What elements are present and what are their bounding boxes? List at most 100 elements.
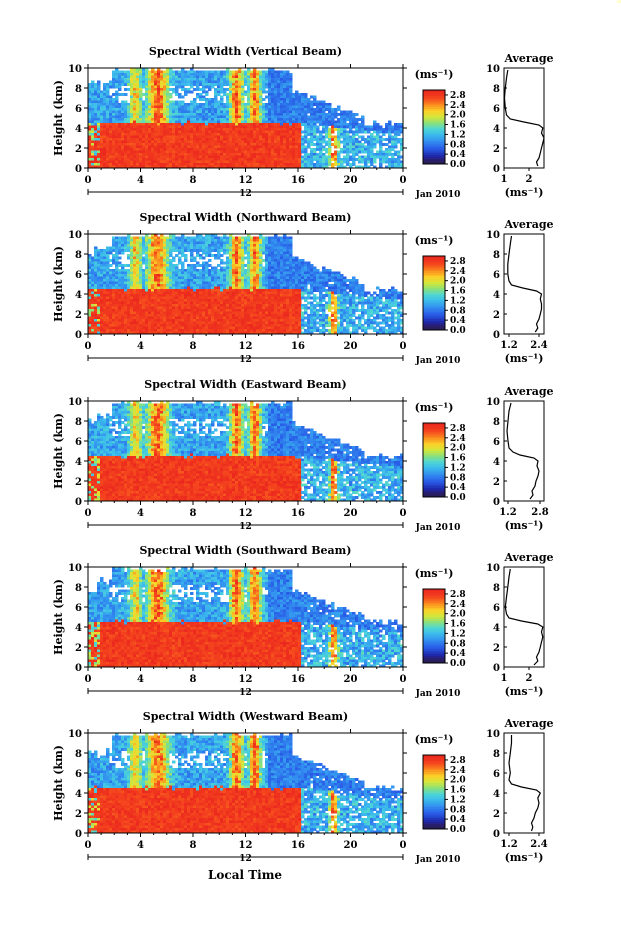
heatmap-cell xyxy=(133,150,137,154)
heatmap-cell xyxy=(241,93,245,96)
heatmap-cell xyxy=(145,281,149,285)
heatmap-cell xyxy=(175,274,179,277)
heatmap-cell xyxy=(202,281,206,285)
heatmap-cell xyxy=(148,148,152,151)
heatmap-cell xyxy=(277,148,281,151)
heatmap-cell xyxy=(121,279,125,282)
heatmap-cell xyxy=(208,78,212,81)
heatmap-cell xyxy=(169,143,173,146)
heatmap-cell xyxy=(268,95,272,99)
heatmap-cell xyxy=(160,138,164,141)
heatmap-cell xyxy=(160,269,164,272)
heatmap-cell xyxy=(298,95,302,99)
heatmap-cell xyxy=(136,118,140,121)
heatmap-cell xyxy=(109,108,113,111)
heatmap-cell xyxy=(151,314,155,317)
heatmap-cell xyxy=(163,83,167,86)
heatmap-cell xyxy=(262,73,266,76)
heatmap-cell xyxy=(292,130,296,134)
heatmap-cell xyxy=(166,324,170,327)
y-tick-label: 2 xyxy=(75,144,82,155)
heatmap-cell xyxy=(229,120,233,124)
heatmap-cell xyxy=(88,115,92,119)
heatmap-cell xyxy=(313,108,317,111)
heatmap-cell xyxy=(178,294,182,297)
heatmap-cell xyxy=(121,319,125,322)
heatmap-cell xyxy=(172,70,176,74)
heatmap-cell xyxy=(121,316,125,320)
heatmap-cell xyxy=(166,309,170,312)
heatmap-cell xyxy=(235,150,239,154)
heatmap-cell xyxy=(151,256,155,260)
heatmap-cell xyxy=(229,78,233,81)
heatmap-cell xyxy=(163,160,167,164)
heatmap-cell xyxy=(190,80,194,84)
heatmap-cell xyxy=(94,266,98,270)
heatmap-cell xyxy=(145,269,149,272)
heatmap-cell xyxy=(157,296,161,300)
heatmap-cell xyxy=(106,331,110,335)
heatmap-cell xyxy=(154,158,158,161)
heatmap-cell xyxy=(154,105,158,109)
heatmap-cell xyxy=(127,319,131,322)
heatmap-cell xyxy=(214,123,218,126)
heatmap-cell xyxy=(184,254,188,257)
heatmap-cell xyxy=(88,133,92,136)
heatmap-cell xyxy=(118,296,122,300)
heatmap-cell xyxy=(88,148,92,151)
heatmap-cell xyxy=(292,140,296,144)
heatmap-cell xyxy=(121,304,125,307)
heatmap-cell xyxy=(130,78,134,81)
heatmap-cell xyxy=(340,130,344,134)
heatmap-cell xyxy=(118,294,122,297)
heatmap-cell xyxy=(115,140,119,144)
heatmap-cell xyxy=(133,244,137,247)
heatmap-cell xyxy=(136,93,140,96)
heatmap-cell xyxy=(259,135,263,139)
heatmap-cell xyxy=(130,276,134,280)
heatmap-cell xyxy=(151,163,155,166)
heatmap-cell xyxy=(124,105,128,109)
heatmap-cell xyxy=(259,108,263,111)
heatmap-cell xyxy=(217,158,221,161)
heatmap-cell xyxy=(160,234,164,237)
heatmap-cell xyxy=(256,140,260,144)
heatmap-cell xyxy=(208,304,212,307)
heatmap-cell xyxy=(157,73,161,76)
heatmap-cell xyxy=(307,118,311,121)
heatmap-cell xyxy=(271,133,275,136)
heatmap-cell xyxy=(271,163,275,166)
heatmap-cell xyxy=(205,133,209,136)
heatmap-cell xyxy=(157,291,161,295)
heatmap-cell xyxy=(202,110,206,114)
heatmap-cell xyxy=(343,148,347,151)
heatmap-cell xyxy=(214,108,218,111)
heatmap-cell xyxy=(247,70,251,74)
heatmap-cell xyxy=(208,128,212,131)
heatmap-cell xyxy=(313,118,317,121)
heatmap-cell xyxy=(241,135,245,139)
heatmap-cell xyxy=(94,138,98,141)
heatmap-cell xyxy=(169,241,173,245)
heatmap-cell xyxy=(190,123,194,126)
heatmap-cell xyxy=(193,153,197,156)
date-label: Jan 2010 xyxy=(415,190,461,200)
heatmap-cell xyxy=(181,264,185,267)
heatmap-cell xyxy=(217,73,221,76)
heatmap-cell xyxy=(169,123,173,126)
heatmap-cell xyxy=(334,143,338,146)
heatmap-cell xyxy=(160,244,164,247)
heatmap-cell xyxy=(286,105,290,109)
heatmap-cell xyxy=(178,150,182,154)
heatmap-cell xyxy=(154,316,158,320)
heatmap-cell xyxy=(337,135,341,139)
heatmap-cell xyxy=(202,108,206,111)
heatmap-cell xyxy=(274,95,278,99)
heatmap-cell xyxy=(112,135,116,139)
heatmap-cell xyxy=(181,80,185,84)
heatmap-cell xyxy=(271,70,275,74)
heatmap-cell xyxy=(172,281,176,285)
heatmap-cell xyxy=(121,125,125,129)
heatmap-cell xyxy=(268,110,272,114)
heatmap-cell xyxy=(205,165,209,169)
